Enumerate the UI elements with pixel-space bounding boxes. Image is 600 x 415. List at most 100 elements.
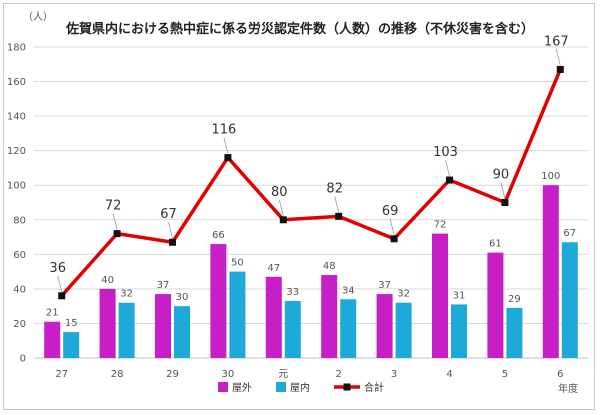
bar-屋外: [155, 294, 171, 358]
total-value-label: 36: [49, 261, 66, 276]
leader-line: [555, 49, 561, 66]
bar-value-label: 72: [434, 220, 447, 231]
bar-屋外: [44, 321, 61, 358]
bar-value-label: 37: [157, 280, 170, 291]
bar-屋外: [432, 233, 448, 358]
bar-屋内: [340, 299, 357, 358]
total-point: [556, 65, 564, 73]
bar-屋内: [174, 306, 190, 358]
bar-value-label: 61: [489, 239, 502, 250]
total-value-label: 69: [382, 204, 399, 219]
total-point: [279, 216, 287, 224]
leader-line: [57, 275, 63, 292]
x-tick-label: 元: [278, 369, 288, 380]
leader-line: [223, 137, 229, 154]
total-point: [446, 176, 453, 184]
bar-屋内: [451, 304, 467, 358]
legend-label: 屋外: [232, 382, 252, 394]
bar-屋外: [265, 276, 282, 358]
bar-value-label: 47: [267, 263, 280, 274]
chart-frame: [3, 3, 595, 410]
bar-value-label: 100: [541, 171, 560, 182]
leader-line: [278, 199, 284, 216]
bar-屋内: [229, 271, 246, 358]
y-tick-label: 20: [13, 319, 26, 330]
bar-value-label: 32: [397, 289, 410, 300]
bar-屋外: [210, 243, 227, 358]
leader-line: [500, 182, 506, 199]
y-tick-label: 40: [13, 284, 26, 295]
y-tick-label: 140: [7, 112, 26, 123]
bar-屋外: [487, 252, 504, 358]
y-tick-label: 0: [20, 354, 26, 365]
bar-屋内: [506, 307, 523, 358]
legend-label: 合計: [364, 381, 384, 394]
bar-value-label: 32: [120, 289, 133, 300]
total-point: [390, 235, 398, 243]
bar-value-label: 30: [176, 292, 189, 303]
leader-line: [389, 218, 395, 235]
bar-value-label: 48: [323, 261, 336, 272]
bar-value-label: 67: [563, 228, 576, 239]
y-tick-label: 60: [13, 250, 26, 261]
bar-value-label: 21: [46, 308, 59, 319]
total-point: [224, 154, 232, 162]
x-tick-label: 4: [446, 369, 452, 380]
bar-屋外: [542, 185, 559, 358]
x-tick-label: 5: [502, 369, 508, 380]
total-line: [60, 68, 562, 297]
total-point: [58, 292, 66, 300]
leader-line: [334, 196, 340, 213]
bar-屋内: [284, 300, 301, 358]
y-axis-label: （人）: [23, 11, 53, 23]
total-value-label: 103: [433, 145, 458, 160]
leader-line: [168, 222, 173, 239]
legend-marker: [343, 383, 351, 391]
x-tick-label: 6: [557, 369, 563, 380]
x-axis-label: 年度: [558, 382, 578, 395]
total-value-label: 82: [326, 181, 343, 196]
total-value-label: 80: [271, 185, 288, 200]
bar-屋内: [561, 242, 578, 358]
y-tick-label: 100: [7, 181, 26, 192]
bar-value-label: 33: [286, 287, 299, 298]
bar-value-label: 40: [101, 275, 114, 286]
total-value-label: 116: [211, 123, 236, 138]
x-tick-label: 27: [55, 369, 68, 380]
total-value-label: 90: [493, 168, 510, 183]
chart-title: 佐賀県内における熱中症に係る労災認定件数（人数）の推移（不休災害を含む）: [65, 21, 534, 37]
y-tick-label: 80: [13, 215, 26, 226]
bar-value-label: 29: [508, 294, 521, 305]
bar-屋外: [321, 275, 338, 358]
total-point: [501, 199, 509, 206]
bar-屋内: [395, 302, 412, 358]
total-point: [113, 230, 121, 238]
x-tick-label: 29: [166, 369, 179, 380]
x-tick-label: 3: [391, 369, 397, 380]
bar-value-label: 50: [231, 258, 244, 269]
x-tick-label: 30: [222, 369, 235, 380]
y-tick-label: 120: [7, 146, 26, 157]
leader-line: [445, 159, 450, 177]
legend-swatch-屋外: [218, 382, 228, 392]
bar-value-label: 66: [212, 230, 225, 241]
bar-value-label: 37: [378, 280, 391, 291]
bar-屋内: [63, 332, 80, 358]
leader-line: [112, 213, 118, 230]
total-value-label: 167: [544, 34, 569, 49]
bar-屋外: [376, 294, 393, 358]
bar-value-label: 34: [342, 285, 355, 296]
y-tick-label: 160: [7, 77, 26, 88]
total-value-label: 67: [160, 207, 177, 222]
bar-value-label: 31: [453, 290, 466, 301]
total-point: [335, 212, 343, 220]
legend-swatch-屋内: [276, 382, 286, 392]
total-point: [169, 238, 176, 246]
y-tick-label: 180: [7, 43, 26, 54]
legend-label: 屋内: [290, 381, 310, 394]
bar-value-label: 15: [65, 318, 78, 329]
x-tick-label: 2: [336, 369, 342, 380]
x-tick-label: 28: [111, 369, 124, 380]
bar-屋内: [118, 302, 135, 358]
